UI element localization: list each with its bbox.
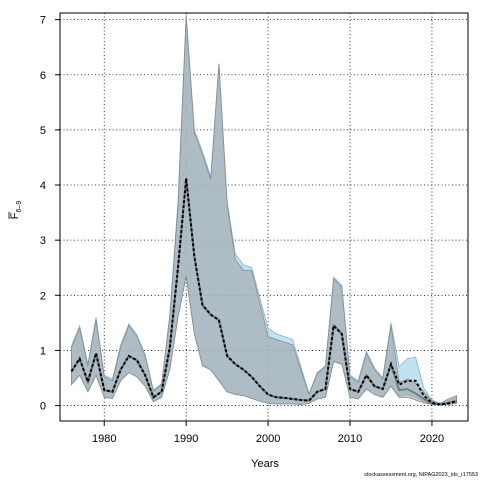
y-tick-label: 2 bbox=[40, 290, 46, 302]
y-tick-label: 1 bbox=[40, 345, 46, 357]
series-line-2 bbox=[70, 178, 457, 406]
y-tick-label: 3 bbox=[40, 235, 46, 247]
y-tick-label: 6 bbox=[40, 70, 46, 82]
y-tick-label: 7 bbox=[40, 15, 46, 27]
confidence-band-2 bbox=[71, 16, 457, 406]
y-tick-label: 0 bbox=[40, 401, 46, 413]
y-tick-label: 5 bbox=[40, 125, 46, 137]
svg-text:F6–9: F6–9 bbox=[9, 201, 23, 220]
plot-frame bbox=[59, 12, 469, 422]
x-tick-label: 1990 bbox=[174, 433, 198, 445]
confidence-bands bbox=[71, 14, 457, 406]
y-axis-label-sub: 6–9 bbox=[16, 201, 23, 213]
x-axis-label: Years bbox=[251, 458, 279, 470]
x-tick-label: 2010 bbox=[338, 433, 362, 445]
y-tick-label: 4 bbox=[40, 180, 46, 192]
x-tick-label: 2000 bbox=[256, 433, 280, 445]
estimate-lines bbox=[70, 178, 457, 406]
y-axis-ticks: 0 1 2 3 4 5 6 7 bbox=[40, 15, 60, 413]
x-axis-ticks: 1980 1990 2000 2010 2020 bbox=[92, 421, 444, 445]
y-axis-label-main: F bbox=[9, 212, 21, 219]
series-line-1 bbox=[70, 178, 457, 406]
x-tick-label: 2020 bbox=[420, 433, 444, 445]
credit-text: stockassessment.org, NIPAG2023_ids_r1755… bbox=[364, 472, 478, 478]
x-tick-label: 1980 bbox=[92, 433, 116, 445]
y-axis-label: F6–9 bbox=[9, 201, 23, 220]
